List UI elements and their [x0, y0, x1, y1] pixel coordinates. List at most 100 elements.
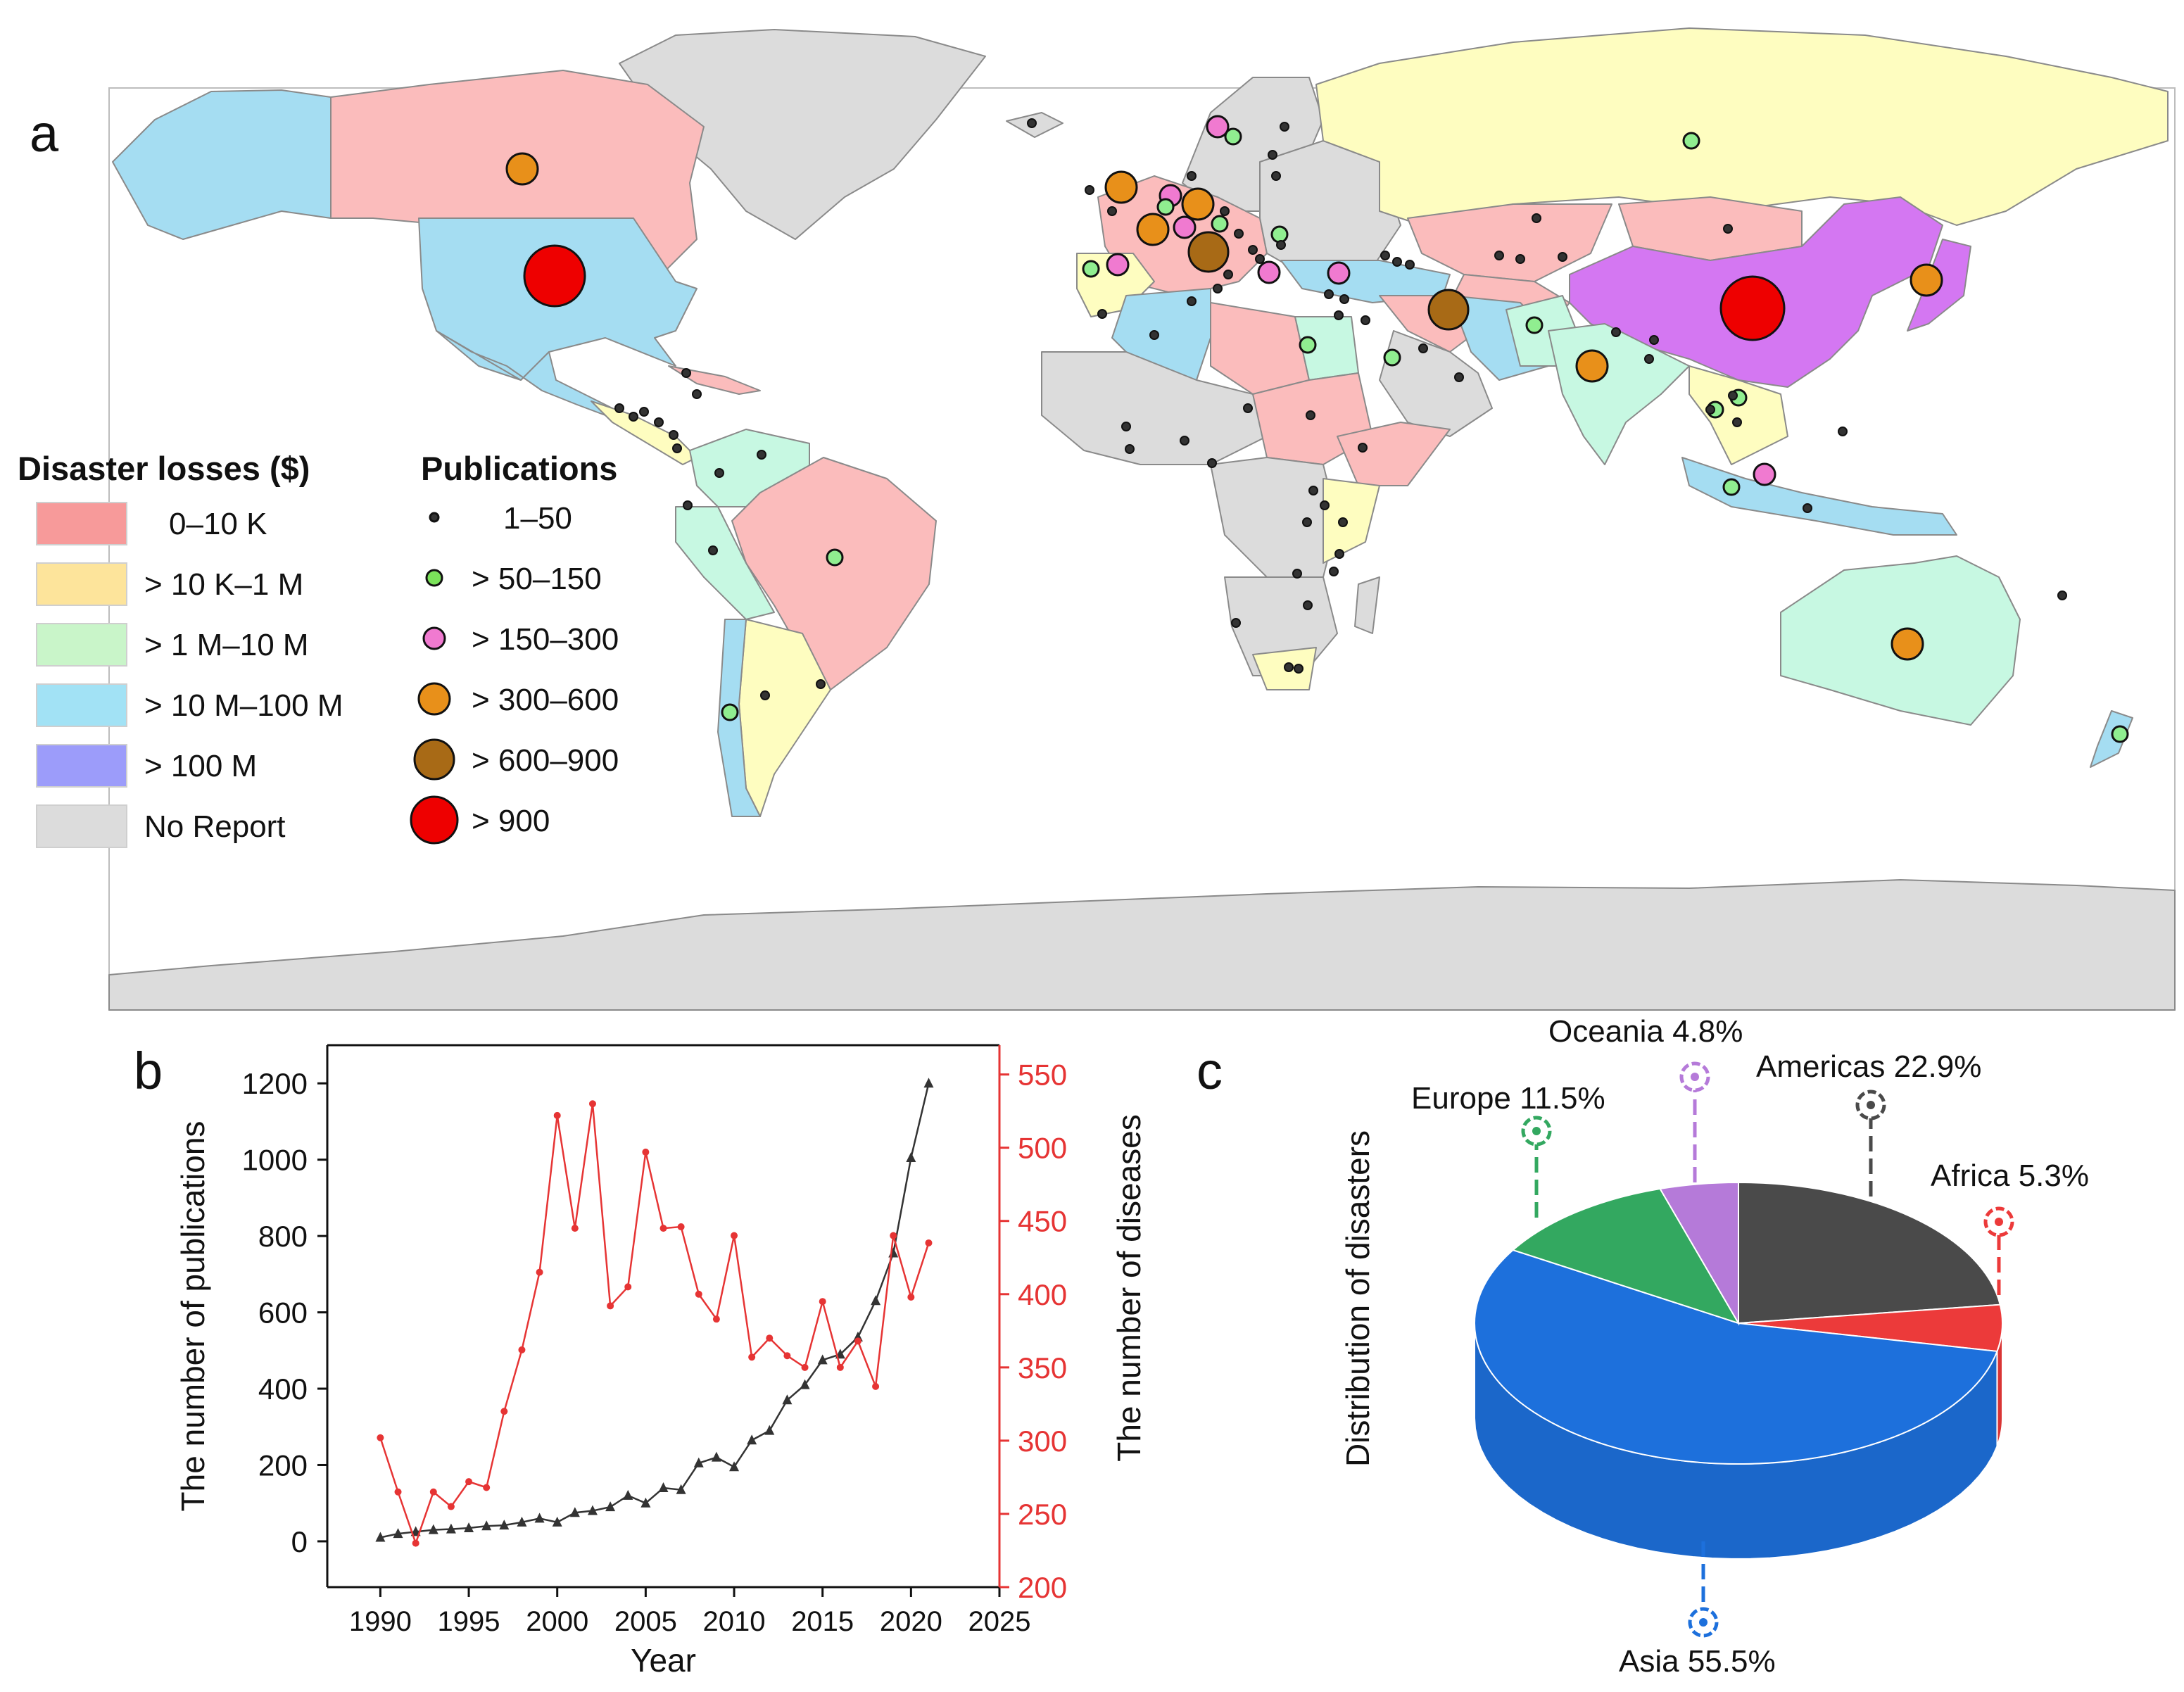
pie-slice-asia	[1474, 1249, 1998, 1465]
bubble-malaysia	[1753, 462, 1776, 486]
publication-bubbles	[505, 115, 2129, 743]
series-line-0	[380, 1082, 930, 1539]
series-point	[465, 1478, 473, 1486]
bubble-sweden	[1224, 127, 1242, 146]
pie-chart: Americas 22.9% Africa 5.3% Asia 55.5% Europ…	[1339, 1014, 2089, 1679]
publications-legend-marker	[429, 512, 440, 523]
series-point	[766, 1334, 774, 1342]
series-point	[481, 1520, 492, 1531]
series-point	[412, 1539, 419, 1547]
series-point	[377, 1434, 384, 1441]
bubble-brazil	[826, 548, 844, 567]
pie-slice-americas	[1738, 1181, 2001, 1325]
series-point	[819, 1298, 826, 1306]
region-chile	[717, 619, 761, 817]
series-point	[624, 1283, 632, 1291]
series-point	[747, 1434, 757, 1445]
publications-legend-label: 1–50	[503, 501, 572, 536]
series-point	[623, 1489, 633, 1500]
bubble-france	[1136, 213, 1170, 246]
losses-legend-swatch	[36, 804, 127, 848]
publications-legend-label: > 900	[472, 804, 550, 838]
losses-legend-label: > 1 M–10 M	[144, 628, 309, 662]
losses-legend-swatch	[36, 562, 127, 606]
series-point	[642, 1148, 650, 1156]
pie-label-europe: Europe 11.5%	[1411, 1081, 1605, 1116]
series-point	[729, 1461, 740, 1472]
pie-leader-dot	[1691, 1073, 1699, 1081]
y-tick-label: 1000	[242, 1144, 308, 1177]
series-point	[925, 1239, 933, 1246]
series-point	[483, 1484, 491, 1491]
bubble-italy	[1187, 231, 1230, 273]
y-tick-label: 600	[258, 1296, 308, 1330]
region-east-africa	[1323, 478, 1380, 564]
region-ethiopia	[1337, 422, 1451, 486]
losses-legend-label: > 10 K–1 M	[144, 567, 303, 602]
pie-label-africa: Africa 5.3%	[1931, 1158, 2089, 1193]
series-point	[428, 1524, 438, 1534]
bubble-spain	[1106, 253, 1130, 277]
series-point	[764, 1425, 775, 1435]
bubble-usa	[523, 244, 586, 308]
series-point	[429, 1488, 437, 1496]
series-point	[607, 1302, 614, 1310]
x-tick-label: 2025	[968, 1606, 1031, 1637]
line-chart: 1990 1995 2000 2005 2010 2015 2020 2025 0 200 400 6…	[175, 1044, 1147, 1679]
series-point	[588, 1100, 596, 1108]
series-point	[394, 1488, 402, 1496]
pie-label-oceania: Oceania 4.8%	[1548, 1014, 1743, 1049]
bubble-canada	[505, 152, 539, 186]
series-point	[801, 1363, 809, 1371]
region-kazakhstan	[1407, 203, 1612, 282]
losses-legend-label: No Report	[144, 809, 286, 844]
series-point	[783, 1352, 791, 1360]
series-point	[871, 1295, 881, 1306]
bubble-denmark	[1156, 198, 1175, 216]
y2-tick-label: 250	[1018, 1498, 1067, 1531]
series-point	[446, 1523, 456, 1534]
bubble-india	[1575, 349, 1609, 383]
publication-dots	[614, 118, 2067, 700]
series-point	[640, 1497, 651, 1508]
x-tick-label: 2010	[703, 1606, 766, 1637]
bubble-indonesia	[1722, 478, 1741, 496]
series-point	[695, 1290, 702, 1298]
losses-legend-title: Disaster losses ($)	[18, 450, 310, 487]
panel-c: c Americas 22.9% Africa 5.3% Asia 55.5% Eur…	[1197, 1014, 2089, 1679]
series-point	[499, 1520, 510, 1530]
region-antarctica	[108, 879, 2176, 1011]
panel-label-a: a	[30, 104, 59, 163]
series-point	[677, 1223, 685, 1231]
bubble-saudi	[1383, 348, 1401, 367]
x-tick-label: 1995	[438, 1606, 500, 1637]
x-tick-label: 2015	[791, 1606, 854, 1637]
bubble-belgium	[1173, 215, 1197, 239]
bubble-australia	[1891, 627, 1924, 661]
bubble-greece	[1257, 260, 1281, 284]
pie-label-americas: Americas 22.9%	[1756, 1049, 1981, 1084]
series-point	[907, 1293, 915, 1301]
panel-label-b: b	[134, 1042, 163, 1100]
publications-legend-label: > 50–150	[472, 562, 602, 596]
series-point	[447, 1503, 455, 1510]
series-point	[711, 1451, 721, 1462]
series-point	[800, 1379, 810, 1389]
pie-leader-dot	[1699, 1618, 1708, 1627]
y2-tick-label: 400	[1018, 1278, 1067, 1311]
series-point	[517, 1516, 527, 1527]
region-west-africa	[1041, 351, 1268, 465]
series-point	[923, 1078, 934, 1088]
bubble-turkey	[1327, 261, 1351, 285]
series-point	[906, 1151, 916, 1162]
pie-label-asia: Asia 55.5%	[1619, 1644, 1776, 1679]
series-point	[553, 1111, 561, 1119]
y-tick-label: 400	[258, 1372, 308, 1406]
publications-legend-marker	[413, 738, 455, 781]
losses-legend-swatch	[36, 623, 127, 667]
x-tick-label: 1990	[349, 1606, 412, 1637]
series-point	[536, 1268, 543, 1276]
series-point	[872, 1382, 880, 1390]
x-axis-label: Year	[631, 1642, 696, 1679]
pie-leader-dot	[1995, 1218, 2003, 1226]
